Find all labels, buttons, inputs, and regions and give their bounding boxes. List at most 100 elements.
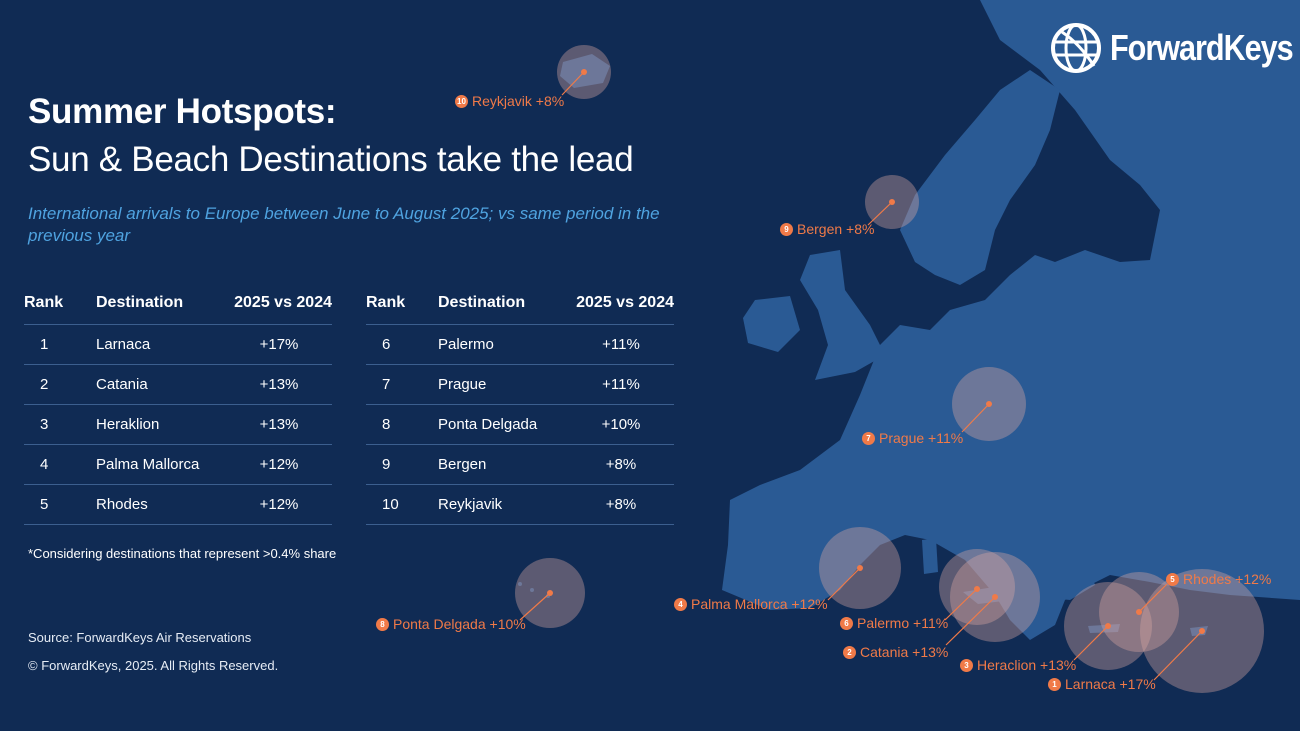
sardinia	[922, 538, 938, 574]
rank-badge: 10	[455, 94, 468, 108]
destination-cell: Palma Mallorca	[96, 444, 226, 485]
change-cell: +12%	[226, 444, 332, 485]
map-label-prague: 7 Prague +11%	[862, 430, 963, 446]
subtitle: International arrivals to Europe between…	[28, 204, 660, 245]
heraklion-dot	[1105, 623, 1111, 629]
rank-badge: 5	[1166, 572, 1179, 586]
rank-badge: 2	[843, 645, 856, 659]
page-title: Summer Hotspots:	[28, 92, 337, 131]
catania-dot	[992, 594, 998, 600]
destination-cell: Reykjavik	[438, 484, 568, 525]
ponta-delgada-dot	[547, 590, 553, 596]
table-row: 10 Reykjavik +8%	[366, 484, 674, 525]
map-label-rhodes: 5 Rhodes +12%	[1166, 571, 1271, 587]
map-label-text: Prague +11%	[879, 430, 964, 446]
map-label-text: Bergen +8%	[797, 221, 875, 237]
source-note: Source: ForwardKeys Air Reservations	[28, 630, 252, 645]
map-label-text: Catania +13%	[860, 644, 949, 660]
table-row: 3 Heraklion +13%	[24, 404, 332, 445]
destination-cell: Prague	[438, 364, 568, 405]
mainland-europe	[722, 0, 1300, 640]
great-britain	[800, 250, 885, 380]
table-row: 8 Ponta Delgada +10%	[366, 404, 674, 445]
table-row: 1 Larnaca +17%	[24, 324, 332, 365]
table-header-row: Rank Destination 2025 vs 2024	[24, 290, 332, 325]
destination-cell: Ponta Delgada	[438, 404, 568, 445]
ponta-delgada-leader	[519, 592, 551, 621]
map-label-text: Ponta Delgada +10%	[393, 616, 526, 632]
map-label-catania: 2 Catania +13%	[843, 644, 948, 660]
rank-cell: 10	[366, 484, 438, 525]
ranking-table-right: Rank Destination 2025 vs 2024 6 Palermo …	[366, 290, 674, 525]
rank-cell: 3	[24, 404, 96, 445]
ireland	[743, 296, 800, 352]
prague-leader	[961, 403, 990, 433]
rank-cell: 1	[24, 324, 96, 365]
header-change: 2025 vs 2024	[226, 290, 332, 325]
larnaca-dot	[1199, 628, 1205, 634]
azores-island	[530, 588, 534, 592]
prague-dot	[986, 401, 992, 407]
footnote: *Considering destinations that represent…	[28, 546, 337, 561]
rank-badge: 4	[674, 597, 687, 611]
rank-badge: 7	[862, 431, 875, 445]
table-row: 6 Palermo +11%	[366, 324, 674, 365]
destination-cell: Larnaca	[96, 324, 226, 365]
rhodes-leader	[1138, 583, 1168, 613]
destination-cell: Palermo	[438, 324, 568, 365]
destination-cell: Rhodes	[96, 484, 226, 525]
map-label-text: Reykjavik +8%	[472, 93, 565, 109]
map-label-palma-mallorca: 4 Palma Mallorca +12%	[674, 596, 828, 612]
rank-cell: 4	[24, 444, 96, 485]
rank-cell: 6	[366, 324, 438, 365]
change-cell: +11%	[568, 364, 674, 405]
greece	[1040, 555, 1095, 600]
header-destination: Destination	[96, 290, 226, 325]
larnaca-leader	[1153, 630, 1203, 681]
scandinavia	[900, 70, 1060, 285]
rank-badge: 1	[1048, 677, 1061, 691]
map-label-ponta-delgada: 8 Ponta Delgada +10%	[376, 616, 526, 632]
palermo-leader	[944, 588, 978, 621]
reykjavik-leader	[561, 71, 585, 96]
map-label-text: Rhodes +12%	[1183, 571, 1272, 587]
italy	[935, 475, 1015, 582]
change-cell: +13%	[226, 364, 332, 405]
forwardkeys-logo: ForwardKeys	[1050, 22, 1300, 74]
table-row: 4 Palma Mallorca +12%	[24, 444, 332, 485]
page-title-secondary: Sun & Beach Destinations take the lead	[28, 140, 634, 179]
copyright-note: © ForwardKeys, 2025. All Rights Reserved…	[28, 658, 279, 673]
header-rank: Rank	[24, 290, 96, 325]
globe-icon	[1051, 23, 1101, 73]
change-cell: +17%	[226, 324, 332, 365]
destination-cell: Catania	[96, 364, 226, 405]
palma-leader	[827, 567, 861, 601]
map-label-text: Palma Mallorca +12%	[691, 596, 828, 612]
azores-island	[518, 582, 522, 586]
change-cell: +10%	[568, 404, 674, 445]
map-label-bergen: 9 Bergen +8%	[780, 221, 874, 237]
rank-cell: 8	[366, 404, 438, 445]
table-row: 9 Bergen +8%	[366, 444, 674, 485]
map-label-reykjavik: 10 Reykjavik +8%	[455, 93, 564, 109]
map-label-text: Larnaca +17%	[1065, 676, 1156, 692]
change-cell: +11%	[568, 324, 674, 365]
change-cell: +8%	[568, 484, 674, 525]
bergen-dot	[889, 199, 895, 205]
reykjavik-dot	[581, 69, 587, 75]
rhodes-dot	[1136, 609, 1142, 615]
rank-cell: 2	[24, 364, 96, 405]
crete	[1088, 624, 1120, 633]
change-cell: +12%	[226, 484, 332, 525]
logo-text: ForwardKeys	[1110, 27, 1294, 68]
rank-badge: 9	[780, 222, 793, 236]
table-header-row: Rank Destination 2025 vs 2024	[366, 290, 674, 325]
ranking-table-left: Rank Destination 2025 vs 2024 1 Larnaca …	[24, 290, 332, 525]
palermo-dot	[974, 586, 980, 592]
map-label-text: Palermo +11%	[857, 615, 949, 631]
rank-cell: 9	[366, 444, 438, 485]
destination-cell: Heraklion	[96, 404, 226, 445]
palma-dot	[857, 565, 863, 571]
